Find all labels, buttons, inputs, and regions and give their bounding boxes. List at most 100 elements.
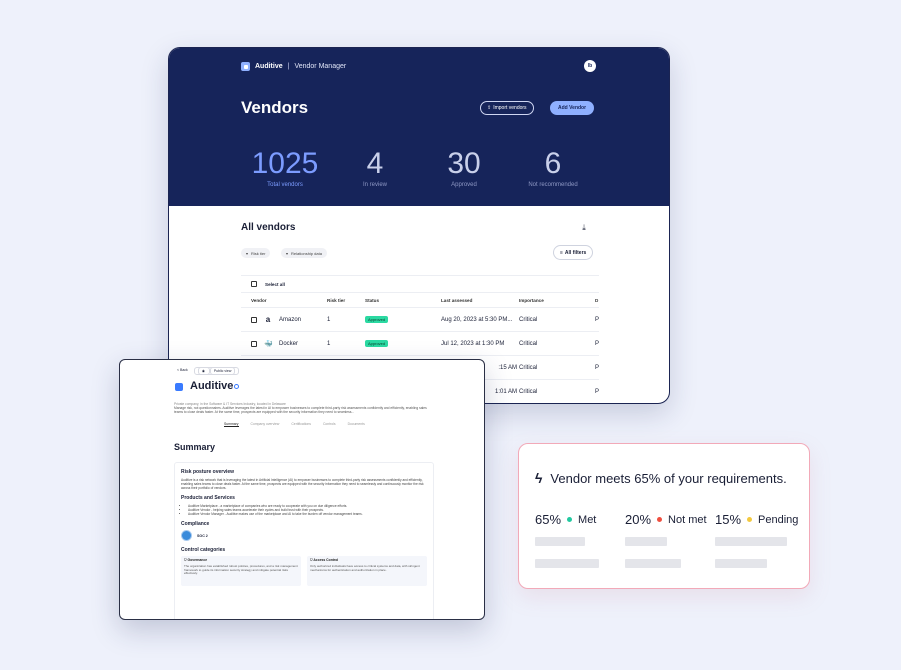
filter-chip-risk-tier[interactable]: ▾ Risk tier (241, 248, 271, 258)
company-profile-window: < Back ◉ Public view Auditive Private co… (119, 359, 485, 620)
lightning-icon: ϟ (535, 470, 543, 486)
placeholder-bar (625, 537, 667, 546)
row-checkbox[interactable] (251, 316, 257, 323)
amazon-logo-icon: a (265, 315, 271, 324)
chevron-down-icon: ▾ (246, 250, 249, 256)
met-dot-icon (567, 517, 573, 522)
company-description: Private company, in the Software & IT Se… (174, 402, 436, 415)
risk-tier-cell: 1 (327, 340, 331, 347)
download-icon[interactable]: ⤓ (582, 223, 586, 232)
shield-icon: ⛉ (184, 558, 188, 562)
tab-company-overview[interactable]: Company overview (250, 422, 280, 426)
last-assessed-cell: Jul 12, 2023 at 1:30 PM (441, 340, 505, 347)
all-vendors-title: All vendors (241, 222, 296, 233)
control-name: Governance (187, 558, 208, 562)
profile-tabs: Summary Company overview Certifications … (224, 422, 365, 427)
tab-controls[interactable]: Controls (322, 422, 336, 426)
vendor-cell: a Amazon (251, 315, 301, 324)
d-cell: P (595, 388, 600, 395)
control-card-governance[interactable]: ⛉ Governance The organization has establ… (181, 556, 301, 586)
avatar[interactable]: lb (584, 60, 596, 72)
import-vendors-label: Import vendors (493, 105, 527, 111)
brand-separator: | (287, 63, 290, 70)
stat-label: In review (362, 182, 387, 188)
chevron-down-icon: ▾ (286, 250, 289, 256)
column-header[interactable]: Importance (519, 297, 544, 303)
column-header[interactable]: D (595, 297, 599, 303)
import-vendors-button[interactable]: ⇪ Import vendors (480, 101, 534, 115)
select-all-checkbox[interactable] (251, 281, 257, 287)
docker-logo-icon: 🐳 (264, 340, 273, 348)
public-view-button[interactable]: ◉ Public view (193, 367, 240, 375)
company-name: Auditive (190, 380, 234, 392)
placeholder-bar (715, 559, 767, 568)
brand[interactable]: Auditive | Vendor Manager (241, 62, 346, 71)
control-name: Access Control (313, 558, 339, 562)
list-item: Auditive Vendor - helping sales teams ac… (188, 508, 427, 512)
summary-card: Risk posture overview Auditive is a risk… (174, 462, 434, 619)
stat-total-vendors: 1025 Total vendors (247, 147, 323, 189)
stat-percent: 15% (715, 512, 742, 527)
list-item: Auditive Vendor Manager - Auditive makes… (188, 512, 427, 516)
soc2-badge[interactable]: SOC 2 (181, 530, 427, 541)
stat-met: 65% Met (535, 512, 596, 527)
stat-approved: 30 Approved (435, 148, 493, 189)
row-checkbox[interactable] (251, 340, 257, 347)
column-header[interactable]: Vendor (251, 297, 267, 303)
eye-icon: ◉ (197, 367, 210, 375)
back-link[interactable]: < Back (177, 368, 188, 372)
column-header[interactable]: Risk tier (327, 297, 346, 303)
importance-cell: Critical (519, 364, 538, 371)
tab-certifications[interactable]: Certifications (291, 422, 311, 426)
stat-not-recommended: 6 Not recommended (517, 147, 589, 189)
tab-summary[interactable]: Summary (224, 422, 239, 427)
importance-cell: Critical (519, 388, 538, 395)
stat-value: 6 (544, 147, 562, 180)
list-item: Auditive Marketplace - a marketplace of … (188, 504, 427, 508)
stat-label: Approved (451, 182, 477, 188)
pending-dot-icon (747, 517, 753, 522)
requirements-headline-text: Vendor meets 65% of your requirements. (550, 470, 787, 486)
control-categories-title: Control categories (181, 547, 226, 553)
upload-icon: ⇪ (487, 105, 492, 111)
company-logo (175, 383, 183, 391)
control-text: Only authorized individuals have access … (310, 563, 420, 572)
last-assessed-cell: :15 AM (498, 364, 517, 371)
column-header[interactable]: Status (365, 297, 380, 303)
placeholder-bar (715, 537, 787, 546)
control-text: The organization has established robust … (184, 563, 298, 576)
brand-subtitle: Vendor Manager (294, 63, 347, 70)
brand-name: Auditive (255, 63, 283, 70)
column-header[interactable]: Last assessed (441, 297, 473, 303)
soc2-seal-icon (181, 530, 192, 541)
placeholder-bar (535, 559, 599, 568)
control-card-access-control[interactable]: ⛉ Access Control Only authorized individ… (307, 556, 427, 586)
table-row[interactable]: a Amazon 1 Approved Aug 20, 2023 at 5:30… (241, 308, 599, 332)
products-title: Products and Services (181, 495, 235, 501)
public-view-label: Public view (209, 367, 236, 375)
stat-label: Met (578, 513, 597, 526)
tab-documents[interactable]: Documents (347, 422, 365, 426)
vendor-manager-window: Auditive | Vendor Manager lb Vendors ⇪ I… (168, 47, 670, 404)
stat-in-review: 4 In review (347, 148, 403, 189)
table-row[interactable]: 🐳 Docker 1 Approved Jul 12, 2023 at 1:30… (241, 332, 599, 356)
stat-value: 1025 (251, 147, 319, 180)
vendors-header: Auditive | Vendor Manager lb Vendors ⇪ I… (169, 48, 669, 206)
profile-toolbar: < Back ◉ Public view (174, 367, 240, 375)
status-badge: Approved (365, 316, 389, 323)
company-meta: Private company, in the Software & IT Se… (174, 402, 286, 406)
verified-icon (234, 384, 239, 389)
all-filters-button[interactable]: ≡ All filters (553, 245, 594, 260)
table-row[interactable]: 1:01 AM Critical P (241, 380, 600, 403)
last-assessed-cell: 1:01 AM (494, 388, 517, 395)
stat-label: Not met (668, 513, 707, 526)
placeholder-bar (535, 537, 585, 546)
filter-chip-relationship-data[interactable]: ▾ Relationship data (281, 248, 327, 258)
all-filters-label: All filters (564, 249, 587, 256)
vendor-name: Docker (279, 340, 299, 347)
auditive-logo-icon (241, 62, 250, 71)
add-vendor-button[interactable]: Add Vendor (550, 101, 595, 115)
stat-percent: 65% (535, 512, 562, 527)
importance-cell: Critical (519, 340, 538, 347)
compliance-title: Compliance (181, 521, 210, 527)
